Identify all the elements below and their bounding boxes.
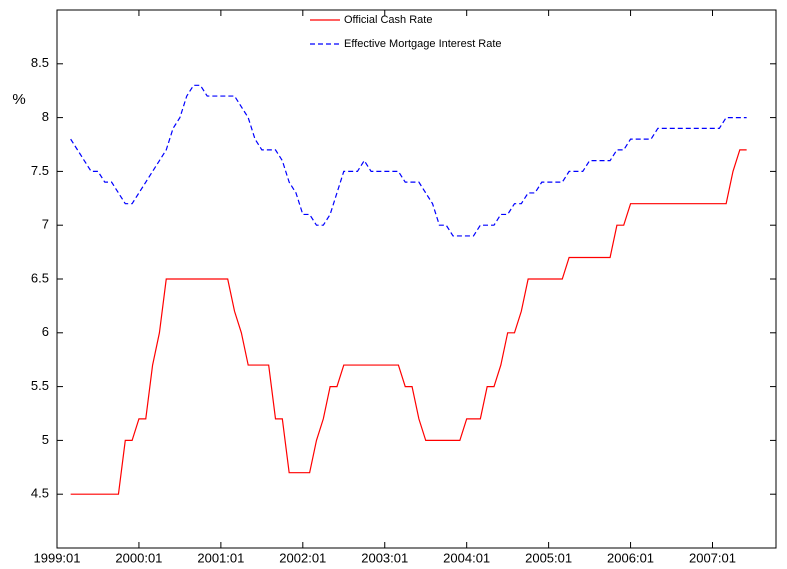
plot-frame bbox=[56, 9, 777, 549]
x-tick-label: 2006:01 bbox=[607, 550, 654, 565]
y-tick-label: 8.5 bbox=[31, 55, 49, 70]
y-tick-label: 4.5 bbox=[31, 486, 49, 501]
x-tick-label: 1999:01 bbox=[34, 550, 81, 565]
x-tick-label: 2000:01 bbox=[115, 550, 162, 565]
x-tick-label: 2001:01 bbox=[197, 550, 244, 565]
y-tick-label: 7 bbox=[42, 217, 49, 232]
series-line bbox=[70, 84, 747, 237]
legend-label: Effective Mortgage Interest Rate bbox=[344, 38, 502, 50]
y-tick-label: 5 bbox=[42, 432, 49, 447]
y-axis-label: % bbox=[12, 91, 25, 108]
y-tick-label: 8 bbox=[42, 109, 49, 124]
x-tick-label: 2002:01 bbox=[279, 550, 326, 565]
x-tick-label: 2004:01 bbox=[443, 550, 490, 565]
y-tick-label: 6.5 bbox=[31, 270, 49, 285]
x-tick-label: 2005:01 bbox=[525, 550, 572, 565]
x-tick-label: 2007:01 bbox=[689, 550, 736, 565]
series-line bbox=[70, 149, 747, 495]
y-tick-label: 6 bbox=[42, 324, 49, 339]
legend-label: Official Cash Rate bbox=[344, 14, 432, 26]
y-tick-label: 5.5 bbox=[31, 378, 49, 393]
x-tick-label: 2003:01 bbox=[361, 550, 408, 565]
y-tick-label: 7.5 bbox=[31, 163, 49, 178]
